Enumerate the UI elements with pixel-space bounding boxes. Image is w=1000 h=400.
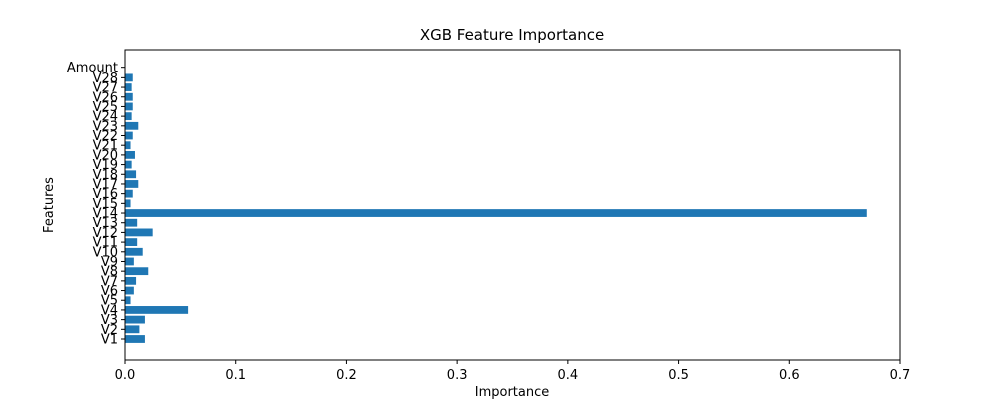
- chart-title: XGB Feature Importance: [420, 26, 604, 44]
- bar-v8: [125, 267, 149, 276]
- bar-v15: [125, 199, 131, 208]
- y-tick-label-v26: V26: [93, 90, 118, 105]
- y-tick-label-v18: V18: [93, 168, 118, 183]
- x-tick-label: 0.7: [890, 368, 911, 383]
- x-tick-label: 0.2: [336, 368, 357, 383]
- y-tick-label-v1: V1: [101, 333, 118, 348]
- y-tick-label-v16: V16: [93, 187, 118, 202]
- bar-v1: [125, 335, 145, 343]
- y-tick-label-v25: V25: [93, 100, 118, 115]
- y-tick-label-v19: V19: [93, 158, 118, 173]
- bar-v13: [125, 218, 138, 227]
- bar-v11: [125, 238, 138, 246]
- y-axis-ticks: V1V2V3V4V5V6V7V8V9V10V11V12V13V14V15V16V…: [67, 61, 125, 348]
- bar-v4: [125, 306, 189, 314]
- y-tick-label-v2: V2: [101, 323, 118, 338]
- y-tick-label-v10: V10: [93, 245, 118, 260]
- bar-v7: [125, 276, 137, 285]
- x-axis-label: Importance: [475, 385, 550, 400]
- y-tick-label-v9: V9: [101, 255, 118, 270]
- bar-v22: [125, 131, 133, 140]
- y-axis-label: Features: [42, 177, 57, 233]
- bar-v12: [125, 228, 153, 237]
- bar-v10: [125, 247, 143, 256]
- bar-v2: [125, 325, 140, 334]
- bar-v3: [125, 315, 145, 324]
- bars-group: [125, 73, 867, 343]
- y-tick-label-v23: V23: [93, 119, 118, 134]
- bar-v14: [125, 209, 867, 217]
- bar-v17: [125, 180, 139, 188]
- y-tick-label-v20: V20: [93, 148, 118, 163]
- y-tick-label-v4: V4: [101, 303, 118, 318]
- bar-v21: [125, 141, 131, 150]
- y-tick-label-v27: V27: [93, 81, 118, 96]
- bar-v20: [125, 150, 135, 159]
- y-tick-label-v17: V17: [93, 177, 118, 192]
- x-tick-label: 0.4: [558, 368, 579, 383]
- y-tick-label-v11: V11: [93, 236, 118, 251]
- bar-v27: [125, 83, 132, 91]
- y-tick-label-v5: V5: [101, 294, 118, 309]
- x-tick-label: 0.0: [115, 368, 136, 383]
- bar-v23: [125, 121, 139, 130]
- bar-v16: [125, 189, 133, 198]
- bar-v28: [125, 73, 133, 82]
- y-tick-label-v8: V8: [101, 265, 118, 280]
- y-tick-label-amount: Amount: [67, 61, 118, 76]
- bar-v6: [125, 286, 134, 295]
- y-tick-label-v28: V28: [93, 71, 118, 86]
- y-tick-label-v3: V3: [101, 313, 118, 328]
- y-tick-label-v22: V22: [93, 129, 118, 144]
- x-tick-label: 0.3: [447, 368, 468, 383]
- y-tick-label-v15: V15: [93, 197, 118, 212]
- y-tick-label-v7: V7: [101, 274, 118, 289]
- x-tick-label: 0.5: [668, 368, 689, 383]
- plot-frame: [124, 49, 901, 361]
- y-tick-label-v21: V21: [93, 139, 118, 154]
- x-tick-label: 0.6: [779, 368, 800, 383]
- y-tick-label-v14: V14: [93, 207, 118, 222]
- x-axis-ticks: 0.0 0.1 0.2 0.3 0.4 0.5 0.6 0.7: [115, 360, 911, 383]
- x-tick-label: 0.1: [225, 368, 246, 383]
- bar-v26: [125, 92, 133, 101]
- bar-v19: [125, 160, 132, 169]
- bar-v18: [125, 170, 137, 179]
- bar-v5: [125, 296, 131, 305]
- y-tick-label-v13: V13: [93, 216, 118, 231]
- y-tick-label-v24: V24: [93, 110, 118, 125]
- y-tick-label-v12: V12: [93, 226, 118, 241]
- bar-v24: [125, 112, 132, 121]
- y-tick-label-v6: V6: [101, 284, 118, 299]
- bar-v25: [125, 102, 133, 111]
- bar-v9: [125, 257, 134, 266]
